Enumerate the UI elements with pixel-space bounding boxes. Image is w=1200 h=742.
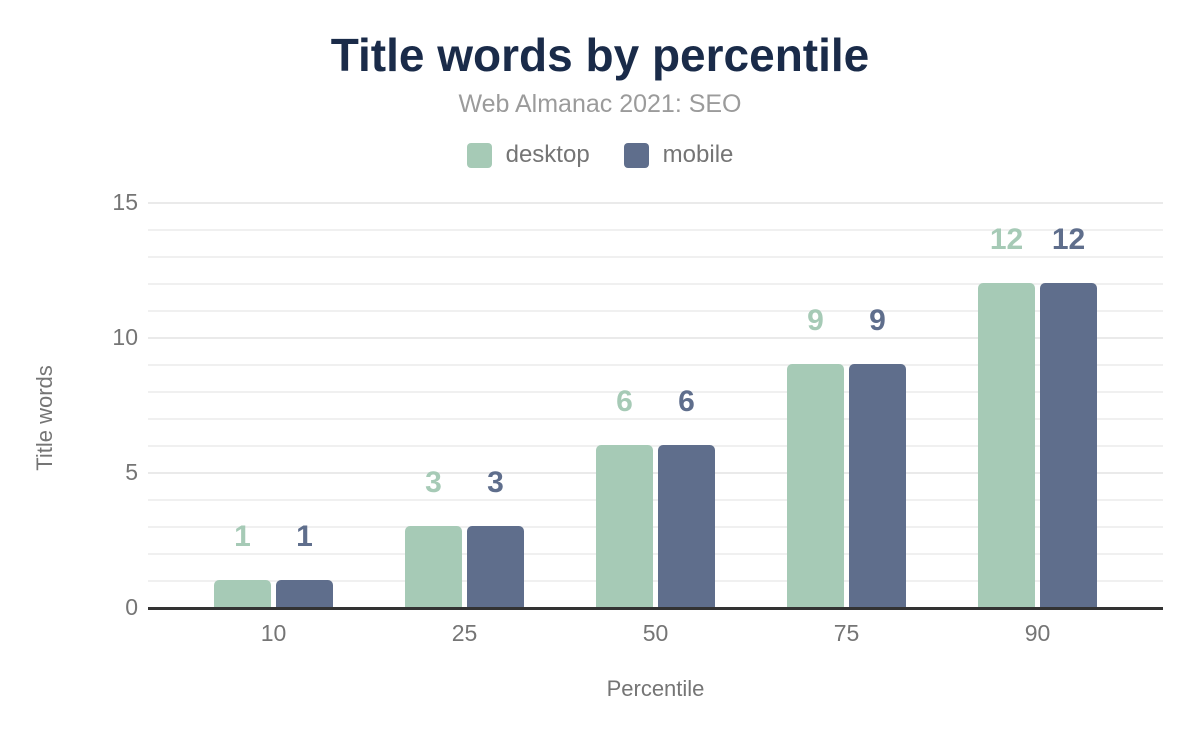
mobile-value-label-p10: 1 <box>296 520 313 553</box>
mobile-value-label-p25: 3 <box>487 466 504 499</box>
mobile-value-label-p50: 6 <box>678 385 695 418</box>
gridline-y12 <box>148 283 1163 285</box>
desktop-bar-rect-p50[interactable] <box>596 445 653 607</box>
bar-group-p90: 12 12 <box>942 202 1133 610</box>
desktop-value-label-p10: 1 <box>234 520 251 553</box>
desktop-bar-rect-p25[interactable] <box>405 526 462 607</box>
desktop-bar-rect-p10[interactable] <box>214 580 271 607</box>
desktop-bar-p75[interactable]: 9 <box>787 306 844 610</box>
x-axis-ticks: 10 25 50 75 90 <box>148 620 1163 647</box>
gridline-y11 <box>148 310 1163 312</box>
gridline-y2 <box>148 553 1163 555</box>
desktop-bar-p50[interactable]: 6 <box>596 387 653 610</box>
x-tick-label-10: 10 <box>260 620 287 646</box>
gridline-y5 <box>148 472 1163 474</box>
mobile-bar-p10[interactable]: 1 <box>276 522 333 610</box>
desktop-value-label-p50: 6 <box>616 385 633 418</box>
desktop-value-label-p25: 3 <box>425 466 442 499</box>
gridline-y10 <box>148 337 1163 339</box>
mobile-bar-rect-p75[interactable] <box>849 364 906 607</box>
x-tick-label-90: 90 <box>1024 620 1051 646</box>
chart-title: Title words by percentile <box>330 29 870 81</box>
desktop-bar-rect-p90[interactable] <box>978 283 1035 607</box>
mobile-bar-rect-p25[interactable] <box>467 526 524 607</box>
mobile-bar-p50[interactable]: 6 <box>658 387 715 610</box>
gridline-y8 <box>148 391 1163 393</box>
gridline-y13 <box>148 256 1163 258</box>
mobile-value-label-p90: 12 <box>1051 223 1086 256</box>
gridline-y1 <box>148 580 1163 582</box>
bar-groups-container: 1 1 3 3 6 6 9 9 12 12 <box>148 202 1163 610</box>
y-tick-label-0: 0 <box>125 594 138 620</box>
mobile-bar-p25[interactable]: 3 <box>467 468 524 610</box>
legend-item-mobile: mobile <box>623 141 734 169</box>
desktop-bar-p25[interactable]: 3 <box>405 468 462 610</box>
mobile-bar-rect-p10[interactable] <box>276 580 333 607</box>
legend: desktop mobile <box>0 141 1200 169</box>
legend-swatch-icon-desktop <box>466 142 492 168</box>
desktop-bar-p90[interactable]: 12 <box>978 225 1035 610</box>
gridline-y7 <box>148 418 1163 420</box>
gridline-y15 <box>148 202 1163 204</box>
x-tick-label-50: 50 <box>642 620 669 646</box>
legend-swatch-icon-mobile <box>623 142 649 168</box>
desktop-bar-p10[interactable]: 1 <box>214 522 271 610</box>
y-tick-label-5: 5 <box>125 459 138 485</box>
y-axis-ticks: 0 5 10 15 <box>0 189 138 620</box>
legend-label-mobile: mobile <box>662 141 734 168</box>
chart-subtitle: Web Almanac 2021: SEO <box>458 90 742 118</box>
mobile-bar-p75[interactable]: 9 <box>849 306 906 610</box>
y-tick-label-10: 10 <box>112 324 138 350</box>
desktop-value-label-p90: 12 <box>989 223 1024 256</box>
x-tick-label-25: 25 <box>451 620 478 646</box>
x-tick-label-75: 75 <box>833 620 860 646</box>
y-tick-label-15: 15 <box>112 189 138 215</box>
legend-label-desktop: desktop <box>505 141 590 168</box>
legend-item-desktop: desktop <box>466 141 590 169</box>
gridline-y4 <box>148 499 1163 501</box>
gridline-y14 <box>148 229 1163 231</box>
desktop-value-label-p75: 9 <box>807 304 824 337</box>
plot-area: 1 1 3 3 6 6 9 9 12 12 <box>148 202 1163 610</box>
mobile-bar-rect-p90[interactable] <box>1040 283 1097 607</box>
gridline-y3 <box>148 526 1163 528</box>
mobile-value-label-p75: 9 <box>869 304 886 337</box>
gridline-y6 <box>148 445 1163 447</box>
x-axis-line <box>148 607 1163 610</box>
x-axis-title: Percentile <box>606 676 705 701</box>
desktop-bar-rect-p75[interactable] <box>787 364 844 607</box>
mobile-bar-rect-p50[interactable] <box>658 445 715 607</box>
mobile-bar-p90[interactable]: 12 <box>1040 225 1097 610</box>
gridline-y9 <box>148 364 1163 366</box>
